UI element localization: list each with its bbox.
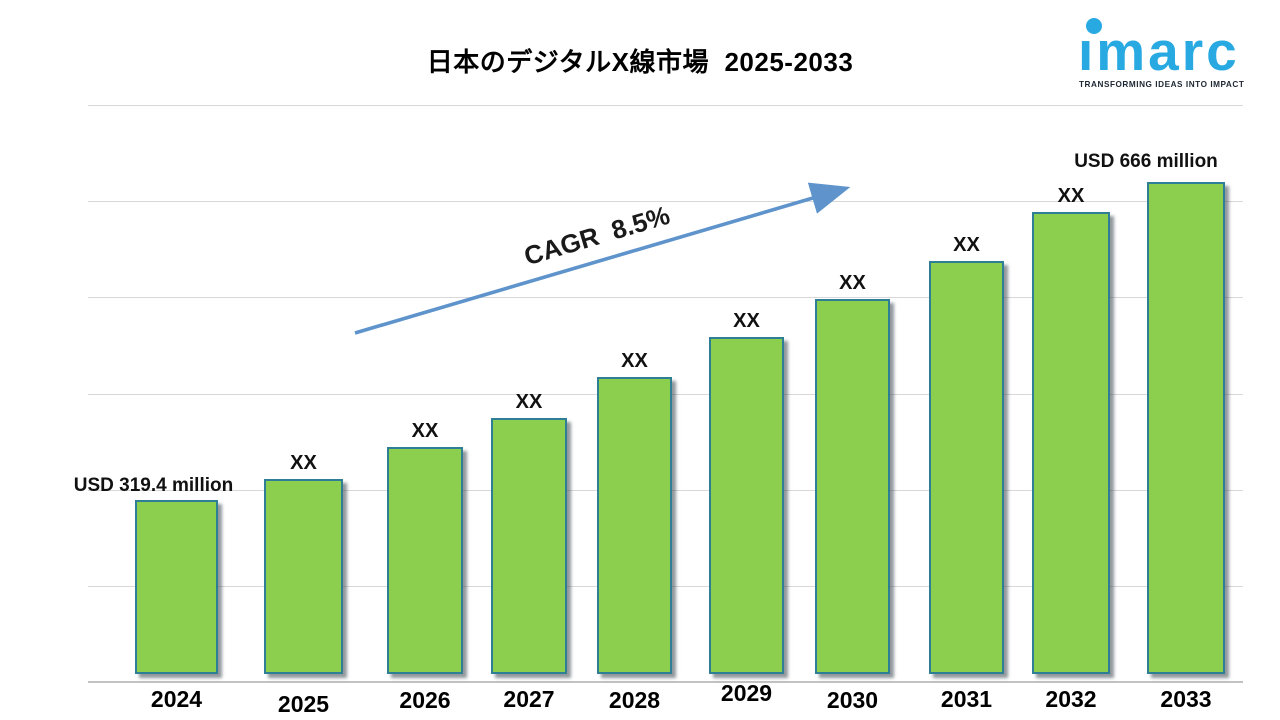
bar-value-label-2027: XX bbox=[515, 391, 543, 413]
bar-value-label-2033: USD 666 million bbox=[1074, 151, 1218, 172]
year-label-2026: 2026 bbox=[399, 687, 451, 713]
bar-2025 bbox=[264, 479, 343, 674]
logo-wordmark: ımarc bbox=[1078, 20, 1240, 82]
year-label-2029: 2029 bbox=[720, 680, 773, 706]
bar-2028 bbox=[597, 377, 672, 674]
bar-value-label-2028: XX bbox=[621, 350, 648, 372]
year-label-2027: 2027 bbox=[503, 686, 555, 712]
bar-2029 bbox=[709, 337, 784, 674]
year-label-2033: 2033 bbox=[1160, 686, 1212, 712]
year-label-2030: 2030 bbox=[826, 687, 879, 713]
bar-2032 bbox=[1032, 212, 1110, 674]
bar-value-label-2024: USD 319.4 million bbox=[73, 475, 234, 496]
year-label-2028: 2028 bbox=[608, 687, 661, 713]
year-label-2024: 2024 bbox=[150, 686, 203, 712]
year-label-2031: 2031 bbox=[940, 686, 993, 712]
bar-2024 bbox=[135, 500, 218, 674]
bar-2027 bbox=[491, 418, 567, 674]
gridline-0 bbox=[88, 105, 1243, 106]
bar-value-label-2031: XX bbox=[953, 234, 980, 256]
bar-2033 bbox=[1147, 182, 1225, 674]
chart-title: 日本のデジタルX線市場 2025-2033 bbox=[426, 47, 854, 77]
imarc-logo: ımarc TRANSFORMING IDEAS INTO IMPACT bbox=[1078, 16, 1264, 96]
bar-value-label-2025: XX bbox=[290, 452, 317, 474]
bar-2031 bbox=[929, 261, 1004, 674]
year-label-2025: 2025 bbox=[277, 691, 330, 717]
bar-2030 bbox=[815, 299, 890, 674]
bar-value-label-2030: XX bbox=[839, 272, 866, 294]
year-label-2032: 2032 bbox=[1045, 686, 1097, 712]
bar-value-label-2029: XX bbox=[733, 310, 760, 332]
bar-2026 bbox=[387, 447, 463, 674]
bar-value-label-2032: XX bbox=[1057, 185, 1085, 207]
logo-tagline: TRANSFORMING IDEAS INTO IMPACT bbox=[1079, 80, 1245, 89]
bar-value-label-2026: XX bbox=[411, 420, 439, 442]
x-axis-line bbox=[88, 681, 1243, 683]
logo-i-dot-icon bbox=[1086, 18, 1102, 34]
